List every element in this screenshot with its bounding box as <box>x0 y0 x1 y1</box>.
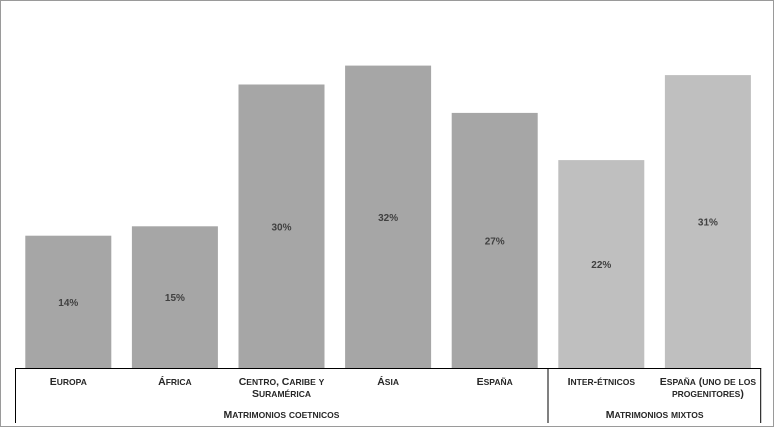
category-label-2: ÁFRICA <box>158 375 192 388</box>
bar-7 <box>664 75 751 368</box>
bar-value-label-4: 32% <box>378 213 398 224</box>
category-label-6: INTER-ÉTNICOS <box>568 376 636 388</box>
category-label-7-line-2: PROGENITORES) <box>672 388 744 400</box>
group-label-2: MATRIMONIOS MIXTOS <box>606 409 704 421</box>
group-label-1: MATRIMONIOS COETNICOS <box>224 409 340 421</box>
category-label-4: ÁSIA <box>377 375 399 388</box>
bar-value-label-1: 14% <box>58 298 78 309</box>
bar-value-label-3: 30% <box>271 222 291 233</box>
category-label-7-line-1: ESPAÑA (UNO DE LOS <box>660 376 757 388</box>
bar-value-label-7: 31% <box>698 218 718 229</box>
bar-value-label-5: 27% <box>485 236 505 247</box>
bar-1 <box>25 235 112 368</box>
bar-3 <box>238 84 325 368</box>
category-label-1: EUROPA <box>50 376 87 388</box>
category-label-3-line-2: SURAMÉRICA <box>252 388 311 400</box>
bar-4 <box>345 65 432 368</box>
bar-2 <box>131 226 218 368</box>
bar-value-label-2: 15% <box>165 293 185 304</box>
category-label-5: ESPAÑA <box>477 376 513 388</box>
bar-5 <box>451 112 538 369</box>
bar-value-label-6: 22% <box>591 260 611 271</box>
bar-6 <box>558 160 645 368</box>
category-label-3-line-1: CENTRO, CARIBE Y <box>239 376 325 388</box>
